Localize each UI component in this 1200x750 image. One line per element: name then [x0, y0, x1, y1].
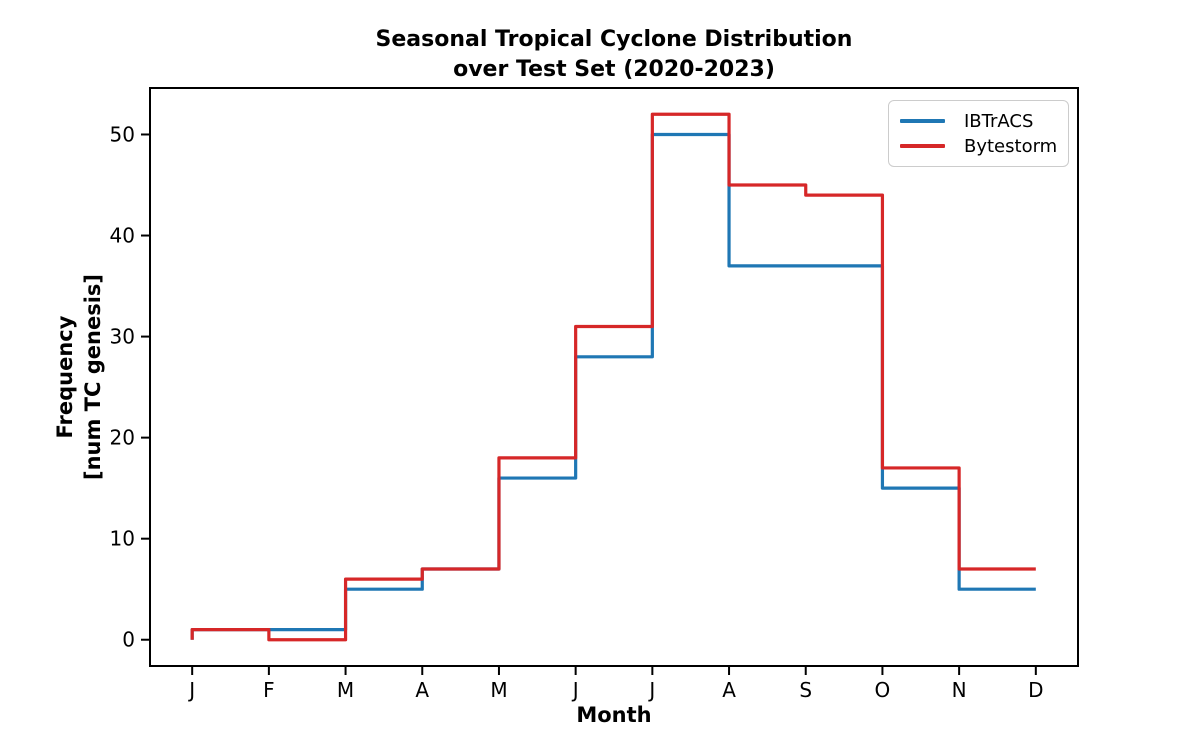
x-tick-label: A: [415, 678, 429, 702]
series-line-ibtracs: [190, 132, 1036, 640]
series-line-bytestorm: [190, 112, 1036, 642]
legend-item-ibtracs: IBTrACS: [900, 109, 1057, 133]
y-tick-label: 30: [110, 325, 135, 349]
x-tick-label: M: [337, 678, 354, 702]
plot-border: [149, 87, 1079, 667]
y-axis-label: Frequency [num TC genesis]: [51, 217, 109, 537]
chart-title: Seasonal Tropical Cyclone Distribution o…: [164, 25, 1064, 85]
y-tick-label: 40: [110, 224, 135, 248]
y-axis-label-line2: [num TC genesis]: [81, 274, 105, 481]
legend-line-sample-bytestorm: [900, 144, 945, 148]
y-tick-label: 50: [110, 122, 135, 146]
y-tick-label: 0: [122, 628, 135, 652]
legend-item-bytestorm: Bytestorm: [900, 134, 1057, 158]
x-tick-label: S: [799, 678, 812, 702]
x-axis-label: Month: [576, 703, 652, 727]
x-tick-label: J: [571, 678, 579, 702]
chart-title-line2: over Test Set (2020-2023): [453, 57, 775, 82]
legend-line-sample-ibtracs: [900, 119, 945, 123]
y-axis-label-line1: Frequency: [53, 315, 77, 439]
x-tick-label: O: [875, 678, 891, 702]
y-tick-label: 20: [110, 426, 135, 450]
x-tick-label: D: [1028, 678, 1043, 702]
y-tick-label: 10: [110, 527, 135, 551]
legend-label-ibtracs: IBTrACS: [964, 110, 1034, 132]
x-tick-label: J: [187, 678, 195, 702]
x-tick-label: N: [952, 678, 967, 702]
x-tick-label: F: [263, 678, 275, 702]
x-tick-label: M: [490, 678, 507, 702]
x-tick-label: A: [722, 678, 736, 702]
legend: IBTrACS Bytestorm: [888, 100, 1069, 167]
legend-label-bytestorm: Bytestorm: [964, 135, 1058, 157]
x-tick-label: J: [647, 678, 655, 702]
chart-title-line1: Seasonal Tropical Cyclone Distribution: [375, 27, 853, 52]
